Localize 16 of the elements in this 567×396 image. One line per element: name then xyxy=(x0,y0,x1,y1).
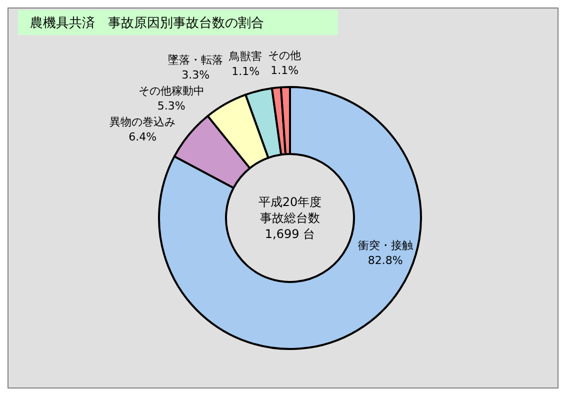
text: 事故総台数 xyxy=(260,211,320,225)
slice-label: 異物の巻込み xyxy=(110,116,176,129)
data-label: 5.3% xyxy=(157,100,186,113)
text: 平成20年度 xyxy=(258,195,322,209)
slice-label: その他 xyxy=(268,49,302,62)
data-label: 3.3% xyxy=(182,68,210,82)
data-label: 6.4% xyxy=(128,130,157,144)
slice-label: 墜落・転落 xyxy=(168,54,224,67)
text: 1,699 台 xyxy=(264,227,316,241)
slice-label: 衝突・接触 xyxy=(358,238,413,252)
data-label: 1.1% xyxy=(270,64,299,78)
chart-title: 農機具共済 事故原因別事故台数の割合 xyxy=(30,15,264,31)
slice-label: その他稼動中 xyxy=(138,84,204,98)
slice-label: 鳥獣害 xyxy=(228,50,262,63)
data-label: 1.1% xyxy=(232,64,260,78)
data-label: 82.8% xyxy=(368,254,403,267)
